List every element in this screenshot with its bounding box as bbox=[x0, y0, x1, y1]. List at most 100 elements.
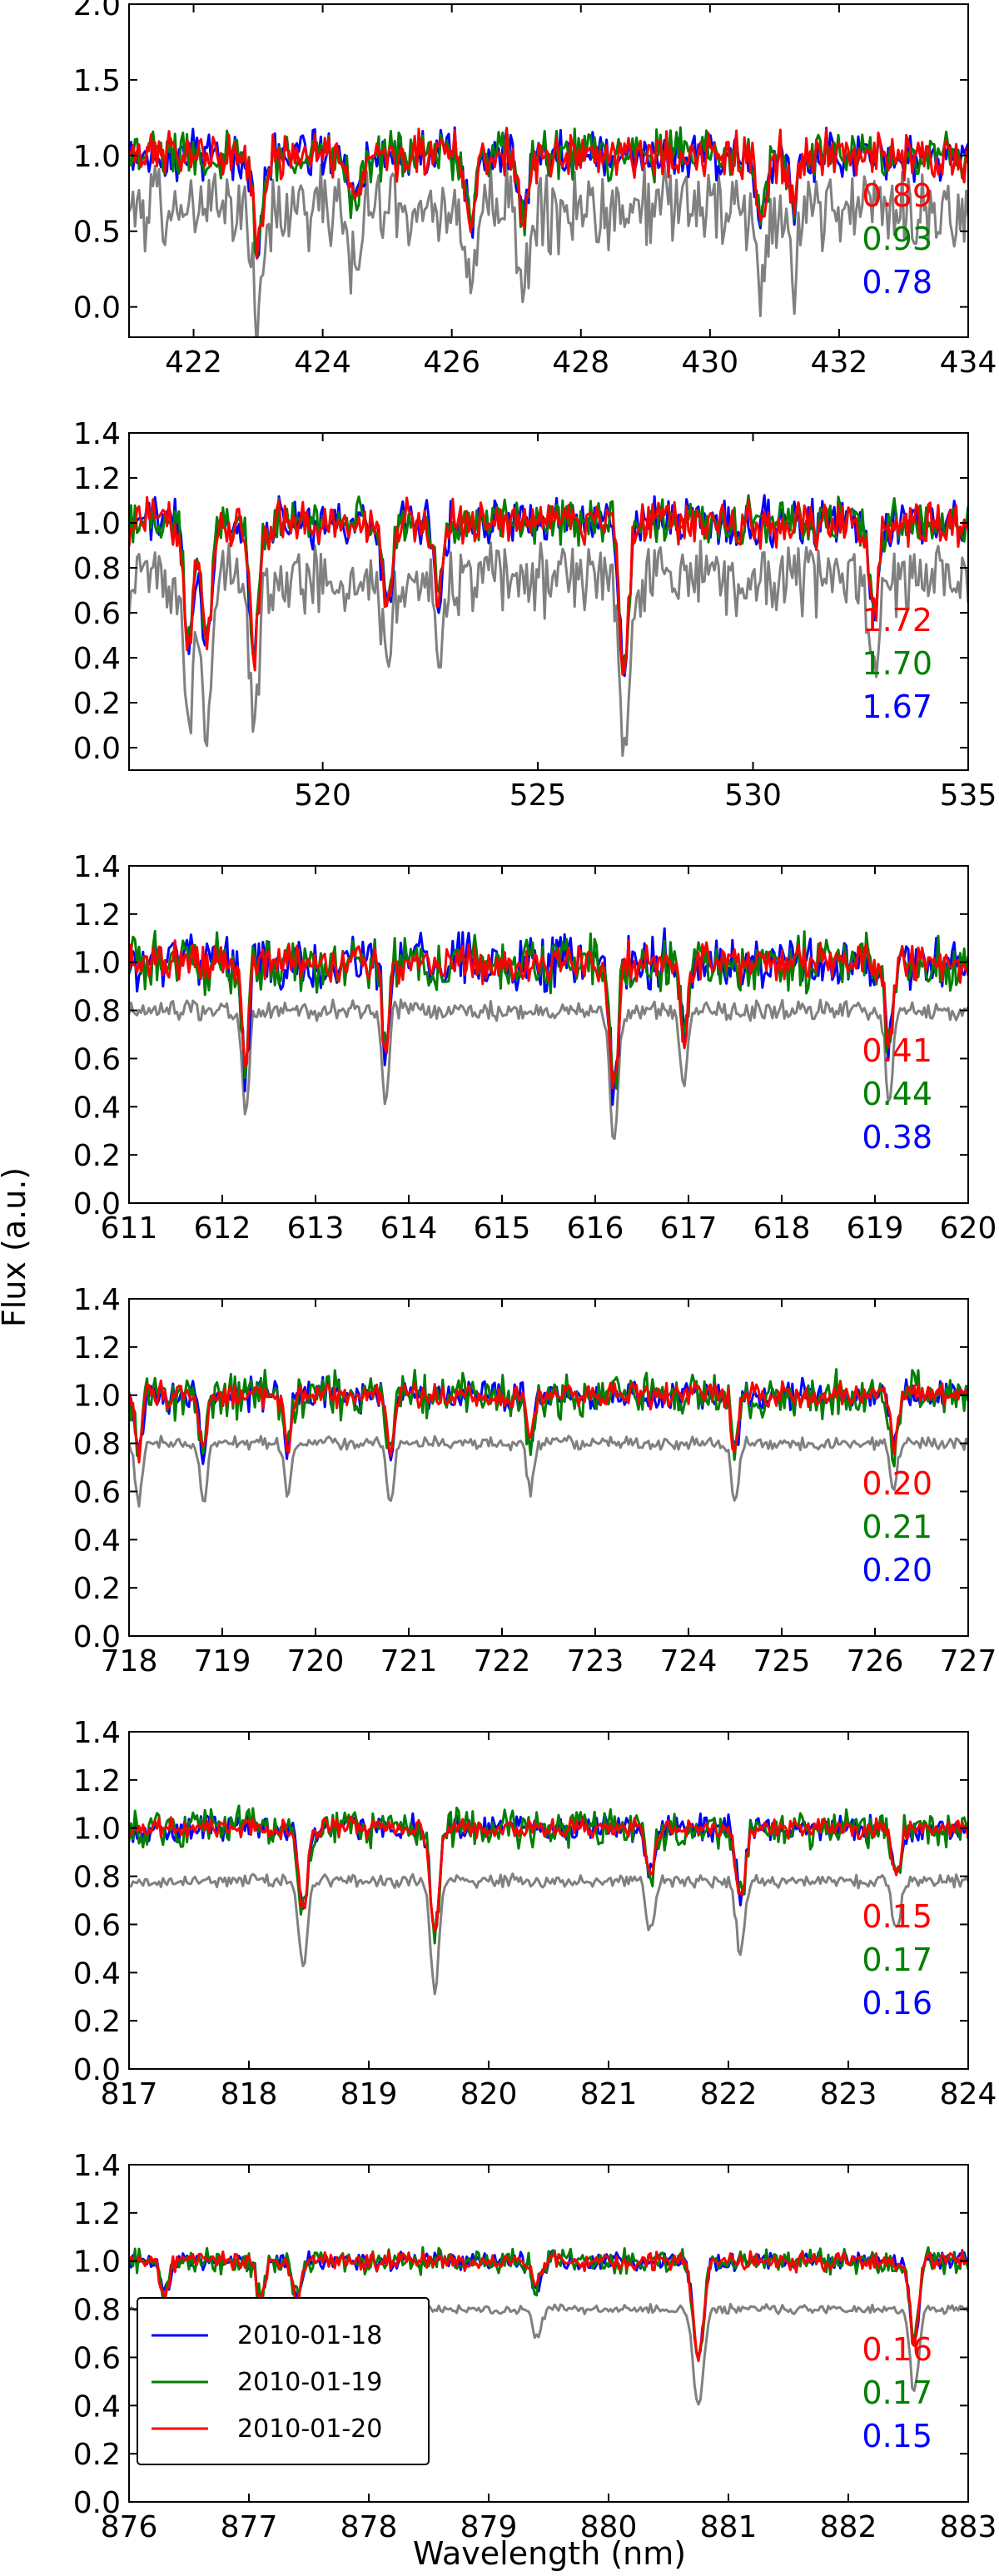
series-group bbox=[129, 126, 968, 337]
axes-frame bbox=[128, 3, 969, 338]
series-line-reference bbox=[129, 162, 968, 337]
series-group bbox=[129, 927, 968, 1141]
annotation-value: 1.72 bbox=[862, 602, 932, 639]
y-tick-label: 0.5 bbox=[73, 216, 121, 250]
x-tick-label: 617 bbox=[660, 1211, 718, 1246]
y-tick-label: 0.4 bbox=[73, 1957, 121, 1991]
x-tick-label: 725 bbox=[753, 1644, 811, 1678]
x-tick-label: 877 bbox=[221, 2510, 278, 2544]
x-tick-label: 824 bbox=[940, 2077, 997, 2111]
x-tick-label: 817 bbox=[101, 2077, 158, 2111]
x-tick-label: 881 bbox=[700, 2510, 758, 2544]
annotation-value: 0.93 bbox=[862, 221, 932, 257]
y-tick-label: 1.2 bbox=[73, 1331, 121, 1365]
x-tick-label: 723 bbox=[567, 1644, 624, 1678]
y-tick-label: 2.0 bbox=[73, 0, 121, 22]
series-group bbox=[129, 1804, 968, 1996]
y-tick-label: 0.2 bbox=[73, 687, 121, 721]
x-tick-label: 882 bbox=[820, 2510, 877, 2544]
series-line-2010-01-20 bbox=[129, 939, 968, 1090]
series-line-reference bbox=[129, 540, 968, 758]
x-tick-label: 618 bbox=[753, 1211, 811, 1246]
axes-frame bbox=[128, 865, 969, 1204]
series-group bbox=[129, 494, 968, 758]
y-tick-label: 0.6 bbox=[73, 2341, 121, 2375]
x-tick-label: 721 bbox=[380, 1644, 438, 1678]
x-tick-label: 718 bbox=[101, 1644, 158, 1678]
y-tick-label: 1.0 bbox=[73, 947, 121, 981]
x-tick-label: 612 bbox=[194, 1211, 251, 1246]
y-tick-label: 0.8 bbox=[73, 1861, 121, 1895]
y-axis-label: Flux (a.u.) bbox=[0, 1167, 32, 1327]
y-tick-label: 0.4 bbox=[73, 1091, 121, 1125]
y-tick-label: 1.2 bbox=[73, 462, 121, 496]
x-tick-label: 434 bbox=[940, 346, 997, 380]
x-tick-label: 613 bbox=[287, 1211, 345, 1246]
annotation-value: 0.17 bbox=[862, 2375, 932, 2411]
x-tick-label: 820 bbox=[460, 2077, 518, 2111]
annotation-value: 0.44 bbox=[862, 1076, 932, 1112]
annotation-value: 0.16 bbox=[862, 1985, 932, 2022]
x-tick-label: 426 bbox=[423, 346, 480, 380]
y-tick-label: 0.8 bbox=[73, 1428, 121, 1462]
x-tick-label: 876 bbox=[101, 2510, 158, 2544]
series-line-reference bbox=[129, 998, 968, 1141]
legend-label: 2010-01-19 bbox=[237, 2368, 382, 2397]
axes-frame bbox=[128, 2164, 969, 2503]
annotation-value: 0.15 bbox=[862, 2418, 932, 2454]
panel-1: 422 424 426 428 430 432 434 0.0 0.5 1.0 1.5 2.0 0.89… bbox=[73, 0, 997, 380]
y-tick-label: 0.0 bbox=[73, 291, 121, 326]
y-tick-label: 0.0 bbox=[73, 732, 121, 766]
series-line-2010-01-20 bbox=[129, 1379, 968, 1464]
x-tick-label: 535 bbox=[940, 778, 997, 813]
panel-4: 718 719 720 721 722 723 724 725 726 727 0.0 0.2 0.4 0… bbox=[73, 1283, 997, 1678]
x-tick-label: 620 bbox=[940, 1211, 997, 1246]
axes-frame bbox=[128, 1731, 969, 2070]
panel-3: 611 612 613 614 615 616 617 618 619 620 0.0 0.2 0.4 0… bbox=[73, 850, 997, 1246]
y-tick-label: 1.0 bbox=[73, 140, 121, 174]
x-tick-label: 727 bbox=[940, 1644, 997, 1678]
annotation-value: 0.38 bbox=[862, 1119, 932, 1156]
axes-frame bbox=[128, 432, 969, 771]
series-line-reference bbox=[129, 1435, 968, 1508]
y-tick-label: 0.2 bbox=[73, 1572, 121, 1606]
x-tick-label: 821 bbox=[580, 2077, 638, 2111]
x-tick-label: 818 bbox=[221, 2077, 278, 2111]
series-line-2010-01-20 bbox=[129, 1815, 968, 1932]
y-tick-label: 1.2 bbox=[73, 1764, 121, 1798]
y-tick-label: 0.6 bbox=[73, 597, 121, 631]
series-line-2010-01-20 bbox=[129, 127, 968, 259]
x-tick-label: 611 bbox=[101, 1211, 158, 1246]
series-line-2010-01-19 bbox=[129, 1368, 968, 1468]
series-line-2010-01-19 bbox=[129, 1804, 968, 1945]
legend-box bbox=[137, 2297, 430, 2465]
panel-2: 520 525 530 535 0.0 0.2 0.4 0.6 0.8 1.0 1.2 1.4 1.72… bbox=[73, 417, 997, 813]
y-tick-label: 0.0 bbox=[73, 2486, 121, 2520]
panels: 422 424 426 428 430 432 434 0.0 0.5 1.0 1.5 2.0 0.89… bbox=[73, 0, 997, 2544]
x-tick-label: 719 bbox=[194, 1644, 251, 1678]
x-tick-label: 616 bbox=[567, 1211, 624, 1246]
annotation-value: 0.89 bbox=[862, 177, 932, 214]
x-tick-label: 724 bbox=[660, 1644, 718, 1678]
y-tick-label: 0.8 bbox=[73, 995, 121, 1029]
y-tick-label: 1.5 bbox=[73, 64, 121, 98]
x-tick-label: 520 bbox=[294, 778, 351, 813]
y-tick-label: 1.4 bbox=[73, 417, 121, 451]
series-line-2010-01-20 bbox=[129, 2250, 968, 2363]
legend: 2010-01-18 2010-01-19 2010-01-20 bbox=[137, 2297, 430, 2465]
x-tick-label: 615 bbox=[474, 1211, 531, 1246]
y-tick-label: 0.2 bbox=[73, 2005, 121, 2039]
annotation-value: 0.15 bbox=[862, 1898, 932, 1935]
legend-label: 2010-01-18 bbox=[237, 2321, 382, 2350]
x-tick-label: 530 bbox=[724, 778, 782, 813]
x-tick-label: 525 bbox=[509, 778, 567, 813]
annotation-value: 0.78 bbox=[862, 264, 932, 301]
annotation-value: 1.67 bbox=[862, 689, 932, 725]
x-tick-label: 819 bbox=[340, 2077, 398, 2111]
y-tick-label: 0.4 bbox=[73, 1524, 121, 1558]
y-tick-label: 1.2 bbox=[73, 898, 121, 932]
y-tick-label: 1.4 bbox=[73, 850, 121, 884]
annotation-value: 0.41 bbox=[862, 1032, 932, 1069]
x-tick-label: 879 bbox=[460, 2510, 518, 2544]
